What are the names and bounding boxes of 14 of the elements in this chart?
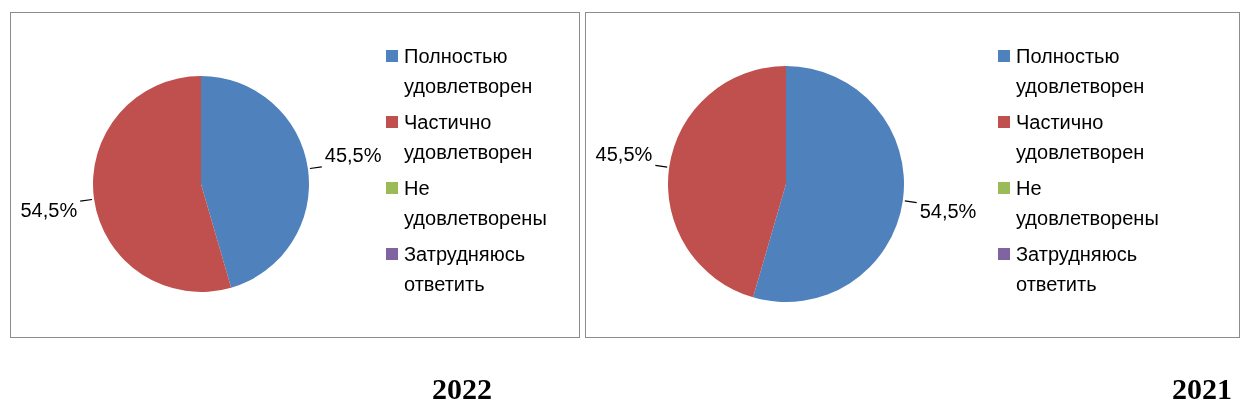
legend-label: Не удовлетворены [1016, 176, 1160, 231]
legend-label: Частично удовлетворен [404, 110, 534, 165]
data-label: 54,5% [20, 198, 78, 221]
data-label: 54,5% [919, 200, 977, 223]
text: 2022 [432, 372, 492, 406]
legend-label: Частично удовлетворен [1016, 110, 1146, 165]
text: 2021 [1172, 372, 1232, 406]
legend-label: Не удовлетворены [404, 176, 548, 231]
data-label: 45,5% [324, 144, 382, 167]
legend-label: Полностью удовлетворен [404, 44, 534, 99]
data-label: 45,5% [595, 142, 653, 165]
legend-label: Затрудняюсь ответить [404, 242, 527, 297]
legend-label: Полностью удовлетворен [1016, 44, 1146, 99]
legend-label: Затрудняюсь ответить [1016, 242, 1139, 297]
